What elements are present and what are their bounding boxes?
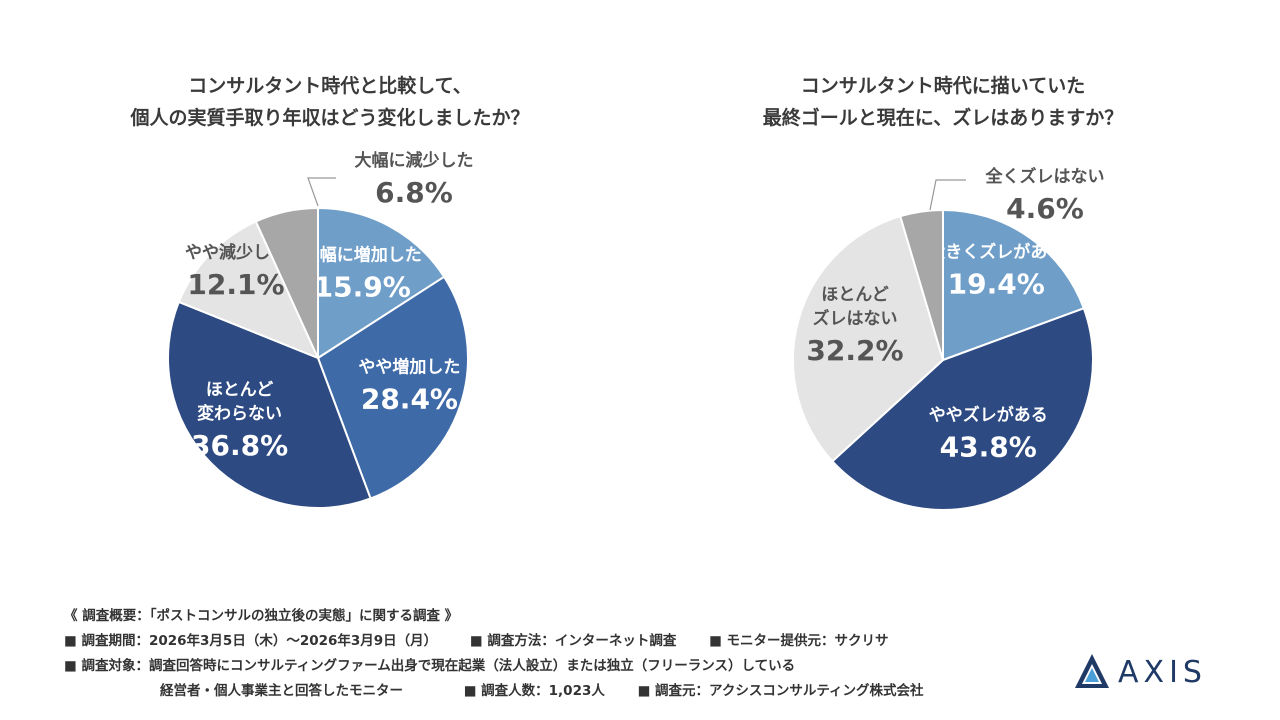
slice-label: 大きくズレがある bbox=[928, 242, 1064, 263]
pie-slice bbox=[942, 208, 1086, 362]
chart-title-income-change: コンサルタント時代と比較して、 個人の実質手取り年収はどう変化しましたか？ bbox=[20, 70, 640, 134]
slice-value: 32.2% bbox=[806, 334, 903, 367]
title-line: 個人の実質手取り年収はどう変化しましたか？ bbox=[130, 107, 530, 129]
survey-provider: ■ モニター提供元：サクリサ bbox=[709, 633, 889, 649]
slice-value: 15.9% bbox=[314, 270, 411, 303]
pie-slice bbox=[316, 275, 469, 500]
slice-value: 4.6% bbox=[1006, 192, 1084, 225]
axis-logo: AXIS bbox=[1072, 652, 1232, 692]
axis-logo-mark-icon bbox=[1075, 654, 1109, 688]
survey-target: ■ 調査対象：調査回答時にコンサルティングファーム出身で現在起業（法人設立）また… bbox=[64, 658, 796, 674]
pie-slice bbox=[317, 206, 446, 360]
survey-summary: 《 調査概要：「ポストコンサルの独立後の実態」に関する調査 》 ■ 調査期間：2… bbox=[64, 604, 924, 704]
leader-line bbox=[929, 179, 966, 211]
slice-value: 28.4% bbox=[361, 382, 458, 415]
slice-label: 全くズレはない bbox=[985, 166, 1105, 187]
slice-label: ややズレがある bbox=[929, 404, 1048, 425]
title-line: コンサルタント時代に描いていた bbox=[800, 75, 1086, 97]
slice-value: 36.8% bbox=[191, 429, 288, 462]
slice-label: ほとんど bbox=[821, 285, 889, 305]
slice-label: やや増加した bbox=[358, 356, 460, 377]
chart-title-goal-gap: コンサルタント時代に描いていた 最終ゴールと現在に、ズレはありますか？ bbox=[643, 70, 1243, 134]
survey-heading: 《 調査概要：「ポストコンサルの独立後の実態」に関する調査 》 bbox=[64, 608, 459, 624]
axis-logo-text: AXIS bbox=[1118, 654, 1207, 690]
pie-slice bbox=[830, 307, 1094, 511]
survey-source: ■ 調査元：アクシスコンサルティング株式会社 bbox=[637, 683, 924, 699]
survey-count: ■ 調査人数：1,023人 bbox=[463, 683, 605, 699]
pie-slice bbox=[177, 220, 320, 360]
survey-method: ■ 調査方法：インターネット調査 bbox=[469, 633, 677, 649]
slice-label: 大幅に増加した bbox=[303, 244, 422, 265]
pie-slice bbox=[167, 300, 372, 509]
title-line: コンサルタント時代と比較して、 bbox=[188, 75, 472, 97]
survey-target-cont: 経営者・個人事業主と回答したモニター bbox=[160, 683, 403, 699]
slice-label: ほとんど bbox=[206, 380, 274, 400]
title-line: 最終ゴールと現在に、ズレはありますか？ bbox=[762, 107, 1124, 129]
slice-label: 変わらない bbox=[197, 403, 282, 424]
survey-period: ■ 調査期間：2026年3月5日（木）〜2026年3月9日（月） bbox=[64, 633, 438, 649]
slice-label: 大幅に減少した bbox=[355, 150, 474, 171]
slice-label: やや減少した bbox=[185, 242, 287, 263]
slice-value: 43.8% bbox=[940, 430, 1037, 463]
slice-value: 12.1% bbox=[187, 268, 284, 301]
slice-value: 19.4% bbox=[948, 268, 1045, 301]
pie-slice bbox=[254, 206, 319, 359]
slice-value: 6.8% bbox=[375, 176, 453, 209]
pie-slice bbox=[899, 208, 944, 361]
pie-slice bbox=[792, 214, 945, 463]
slice-label: ズレはない bbox=[813, 308, 898, 329]
leader-line bbox=[307, 177, 336, 207]
